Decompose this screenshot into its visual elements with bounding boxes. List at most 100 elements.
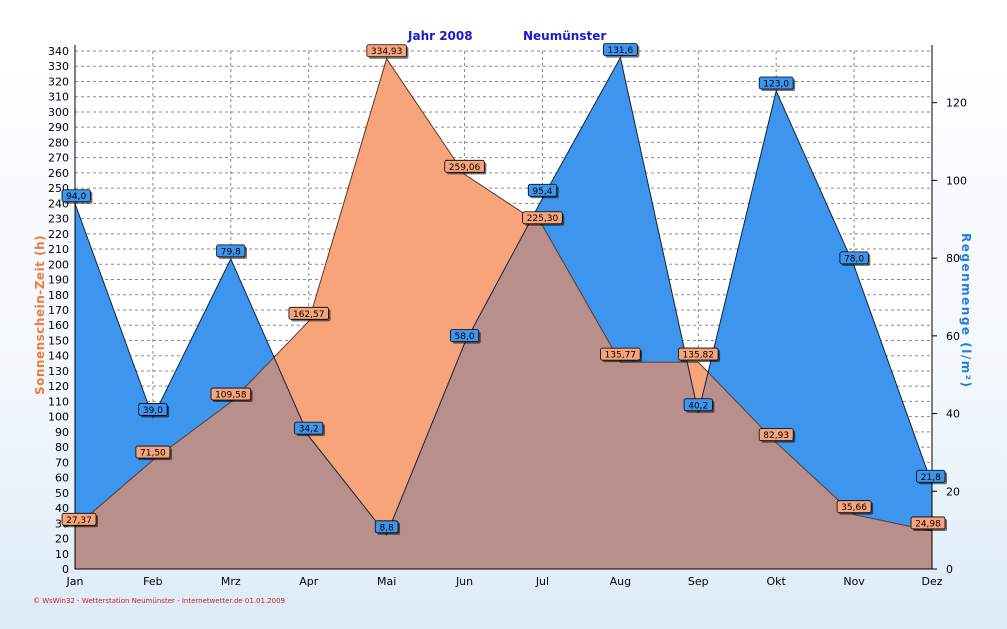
y-left-tick-label: 90 [55, 426, 69, 439]
data-label-sunshine: 334,93 [366, 44, 409, 59]
y-axis-right-label: Regenmenge (l/m²) [959, 233, 973, 388]
y-left-tick-label: 140 [48, 350, 69, 363]
chart-title-year: Jahr 2008 [407, 29, 473, 43]
area-layer [74, 56, 933, 569]
data-label-rain: 95,4 [527, 183, 559, 199]
x-tick-label: Mrz [221, 575, 241, 588]
data-label-text: 94,0 [66, 192, 86, 202]
data-label-sunshine: 162,57 [288, 306, 331, 322]
data-label-rain: 131,6 [602, 43, 640, 58]
x-tick-label: Apr [299, 575, 319, 588]
x-tick-label: Jun [455, 575, 473, 588]
y-left-tick-label: 170 [48, 304, 69, 317]
data-label-box [916, 469, 946, 483]
y-left-tick-label: 340 [48, 45, 69, 58]
data-label-text: 39,0 [143, 406, 163, 416]
y-left-tick-label: 220 [48, 228, 69, 241]
data-label-rain: 123,0 [758, 76, 796, 92]
data-label-box [138, 403, 168, 416]
data-label-text: 135,82 [683, 351, 715, 361]
data-label-text: 58,0 [455, 332, 475, 342]
data-label-text: 78,0 [844, 254, 864, 264]
y-left-tick-label: 330 [48, 60, 69, 73]
y-left-tick-label: 70 [55, 456, 69, 469]
y-left-tick-label: 120 [48, 380, 69, 393]
data-label-sunshine: 82,93 [758, 428, 796, 443]
data-label-sunshine: 135,82 [678, 347, 721, 363]
data-label-box [135, 445, 171, 459]
y-left-tick-label: 290 [48, 121, 69, 134]
y-left-tick-label: 160 [48, 319, 69, 332]
data-label-sunshine: 71,50 [135, 445, 172, 461]
data-label-text: 109,58 [215, 391, 247, 401]
y-left-tick-label: 20 [55, 533, 69, 546]
y-right-tick-label: 40 [946, 408, 960, 421]
data-label-text: 79,8 [221, 247, 241, 257]
data-label-rain: 94,0 [61, 189, 93, 204]
series-sunshine-line [74, 57, 933, 532]
y-left-tick-label: 280 [48, 136, 69, 149]
data-label-text: 40,2 [688, 401, 708, 411]
data-label-sunshine: 27,37 [61, 512, 98, 528]
data-label-box [600, 347, 641, 361]
data-label-box [836, 500, 872, 514]
y-right-tick-label: 120 [946, 97, 967, 110]
chart-title-station: Neumünster [523, 29, 606, 43]
y-left-tick-label: 200 [48, 258, 69, 271]
data-label-box [216, 244, 246, 258]
y-left-tick-label: 100 [48, 411, 69, 424]
data-label-box [602, 43, 638, 57]
y-left-tick-label: 320 [48, 75, 69, 88]
y-left-tick-label: 230 [48, 213, 69, 226]
data-label-text: 334,93 [371, 47, 403, 57]
data-label-box [61, 189, 91, 203]
data-label-text: 21,8 [921, 473, 941, 483]
x-tick-label: Nov [843, 575, 865, 588]
data-label-text: 135,77 [605, 351, 637, 361]
data-label-box [366, 44, 407, 58]
y-left-tick-label: 50 [55, 487, 69, 500]
series-rain-line [74, 56, 933, 536]
data-label-box [522, 211, 563, 225]
axes: 0102030405060708090100110120130140150160… [48, 45, 967, 588]
data-label-box [444, 159, 485, 173]
x-tick-label: Dez [921, 575, 942, 588]
y-left-tick-label: 180 [48, 289, 69, 302]
y-axis-left-label: Sonnenschein-Zeit (h) [33, 235, 47, 395]
y-right-tick-label: 100 [946, 174, 967, 187]
x-tick-label: Feb [143, 575, 162, 588]
y-left-tick-label: 80 [55, 441, 69, 454]
data-label-box [374, 520, 399, 534]
y-left-tick-label: 0 [62, 563, 69, 576]
y-left-tick-label: 130 [48, 365, 69, 378]
data-label-rain: 78,0 [839, 251, 871, 266]
data-label-box [683, 398, 713, 412]
data-label-text: 123,0 [763, 80, 789, 90]
data-label-text: 27,37 [66, 516, 92, 526]
data-label-box [527, 183, 558, 197]
data-label-rain: 39,0 [138, 403, 170, 418]
data-label-text: 8,8 [379, 523, 394, 533]
data-label-rain: 21,8 [916, 469, 947, 485]
data-label-box [758, 76, 794, 90]
footer-credit: © WsWin32 - Wetterstation Neumünster - I… [33, 597, 285, 605]
y-left-tick-label: 260 [48, 167, 69, 180]
data-label-rain: 8,8 [374, 520, 401, 535]
data-label-text: 71,50 [140, 449, 166, 459]
data-label-sunshine: 24,98 [910, 516, 947, 531]
data-label-sunshine: 35,66 [836, 500, 874, 515]
data-label-text: 162,57 [293, 310, 325, 320]
data-label-text: 35,66 [841, 503, 867, 513]
data-label-rain: 40,2 [683, 398, 715, 413]
data-label-text: 95,4 [532, 187, 552, 197]
series-overlap-area [75, 58, 932, 569]
y-left-tick-label: 300 [48, 106, 69, 119]
data-label-text: 34,2 [299, 425, 319, 435]
y-right-tick-label: 0 [946, 563, 953, 576]
data-label-sunshine: 259,06 [444, 159, 487, 175]
data-label-text: 131,6 [607, 46, 633, 56]
data-label-box [449, 329, 480, 343]
y-right-tick-label: 80 [946, 252, 960, 265]
y-left-tick-label: 310 [48, 91, 69, 104]
